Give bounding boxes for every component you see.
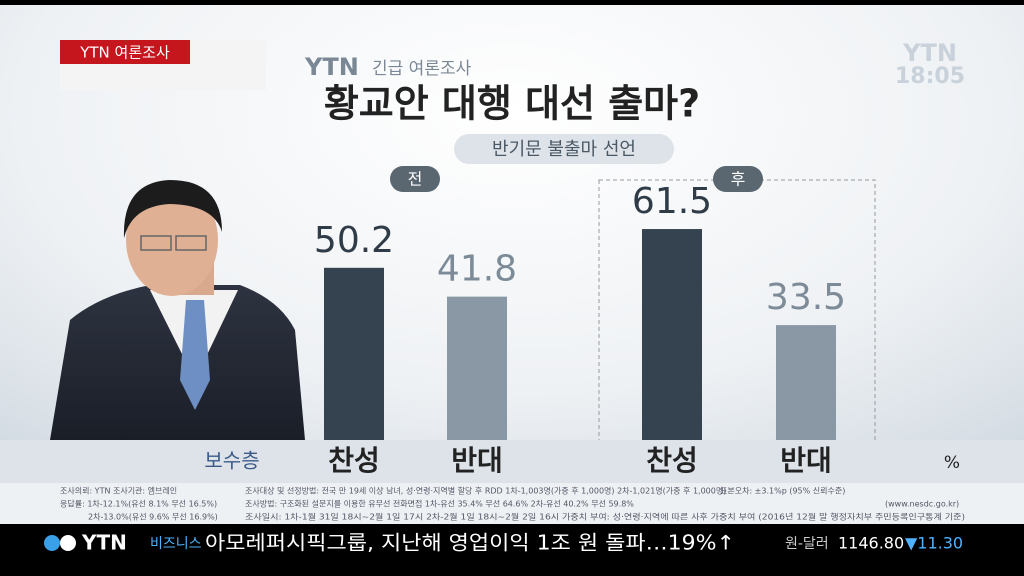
footnote: 응답률: 1차-12.1%(유선 8.1% 무선 16.5%) [60,499,217,509]
top-bar [0,0,1024,5]
logo-dot [44,535,60,551]
value-label: 61.5 [632,181,712,222]
logo-dot [60,535,76,551]
bar [324,267,384,440]
rate-value: 1146.80 [838,534,904,553]
unit-label: % [944,453,960,473]
rate-label: 원-달러 [785,536,829,552]
group-name: 후 [731,170,746,189]
footnote: 2차-13.0%(유선 9.6% 무선 16.9%) [88,513,218,522]
chart: 전 50.2 찬성 41.8 반대 후 61.5 찬성 33.5 반대 [314,166,846,477]
category-label: 반대 [451,444,503,477]
category-label: 찬성 [646,444,698,477]
footnote-error: 표본오차: ±3.1%p (95% 신뢰수준) [720,487,845,496]
ticker-headline: 아모레퍼시픽그룹, 지난해 영업이익 1조 원 돌파…19%↑ [205,531,735,555]
bar [776,325,836,440]
portrait [50,180,305,440]
footnote: 조사의뢰: YTN 조사기관: 엠브레인 [60,486,177,496]
value-label: 33.5 [766,277,846,318]
header-kicker: 긴급 여론조사 [372,59,472,79]
category-label: 반대 [780,444,832,477]
group-pill [390,166,440,192]
header-brand: YTN [304,53,359,81]
footnote: 조사대상 및 선정방법: 전국 만 19세 이상 남녀, 성·연령·지역별 할당… [245,486,726,496]
bar [642,229,702,440]
rate-change: ▼11.30 [905,534,963,553]
ticker-brand: YTN [81,531,127,555]
footnote-area [0,483,1024,524]
tag-bg [60,40,190,64]
subtitle-pill [454,134,674,164]
ticker-bar [0,524,1024,576]
bar [447,296,507,440]
footnote-site: (www.nesdc.go.kr) [885,500,959,509]
chart-title: 황교안 대행 대선 출마? [324,82,700,126]
clock-time: 18:05 [895,64,965,89]
footnote: 조사일시: 1차-1월 31일 18시~2월 1일 17시 2차-2월 1일 1… [245,512,965,522]
value-label: 50.2 [314,220,394,261]
footnote: 조사방법: 구조화된 설문지를 이용한 유무선 전화면접 1차-유선 35.4%… [245,499,634,509]
label-band [0,440,1024,483]
group-label: 보수층 [204,449,259,473]
group-name: 전 [408,170,423,189]
clock-brand: YTN [902,39,957,67]
group-pill [713,166,763,192]
ticker-section: 비즈니스 [150,536,202,552]
tag: YTN 여론조사 [79,44,170,62]
chart-subtitle: 반기문 불출마 선언 [492,139,636,160]
category-label: 찬성 [328,444,380,477]
value-label: 41.8 [437,249,517,290]
